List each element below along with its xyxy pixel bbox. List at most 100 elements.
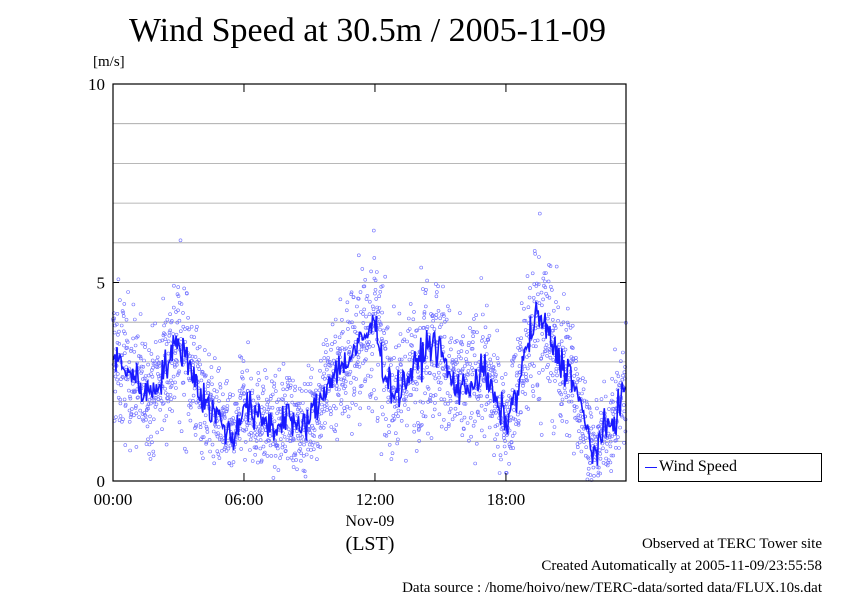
scatter-point bbox=[523, 318, 528, 323]
scatter-point bbox=[604, 456, 608, 461]
scatter-point bbox=[226, 446, 231, 451]
scatter-point bbox=[557, 342, 562, 347]
scatter-point bbox=[354, 312, 359, 317]
scatter-point bbox=[365, 346, 369, 351]
scatter-point bbox=[446, 422, 451, 426]
scatter-point bbox=[343, 391, 348, 395]
scatter-point bbox=[166, 396, 170, 400]
scatter-point bbox=[603, 394, 608, 399]
scatter-point bbox=[553, 379, 557, 383]
scatter-point bbox=[412, 310, 416, 314]
scatter-point bbox=[411, 317, 416, 322]
scatter-point bbox=[169, 384, 174, 388]
scatter-point bbox=[187, 376, 191, 381]
scatter-point bbox=[256, 396, 261, 401]
scatter-point bbox=[354, 377, 359, 381]
scatter-point bbox=[281, 397, 286, 402]
scatter-point bbox=[242, 392, 246, 396]
scatter-point bbox=[536, 292, 540, 297]
scatter-point bbox=[428, 399, 433, 404]
scatter-point bbox=[231, 421, 236, 426]
scatter-point bbox=[157, 363, 162, 368]
scatter-point bbox=[490, 375, 495, 380]
scatter-point bbox=[468, 326, 472, 330]
scatter-point bbox=[168, 393, 173, 397]
scatter-point bbox=[575, 380, 579, 385]
scatter-point bbox=[172, 305, 176, 310]
scatter-point bbox=[162, 331, 166, 336]
scatter-point bbox=[373, 278, 378, 283]
scatter-point bbox=[421, 400, 425, 405]
scatter-point bbox=[574, 405, 579, 409]
scatter-point bbox=[389, 363, 393, 367]
scatter-point bbox=[119, 377, 123, 382]
scatter-point bbox=[570, 346, 575, 350]
scatter-point bbox=[416, 420, 420, 425]
scatter-point bbox=[205, 426, 209, 431]
scatter-point bbox=[248, 437, 253, 442]
scatter-point bbox=[569, 399, 574, 404]
scatter-point bbox=[524, 375, 528, 379]
scatter-point bbox=[587, 406, 592, 411]
scatter-point bbox=[211, 429, 216, 434]
scatter-point bbox=[390, 451, 395, 456]
scatter-point bbox=[380, 310, 384, 315]
scatter-point bbox=[189, 405, 193, 410]
scatter-point bbox=[406, 329, 410, 333]
scatter-point bbox=[548, 264, 553, 268]
scatter-point bbox=[515, 383, 519, 388]
scatter-point bbox=[462, 427, 466, 431]
scatter-point bbox=[240, 386, 245, 391]
scatter-point bbox=[188, 418, 193, 423]
scatter-point bbox=[572, 451, 576, 456]
scatter-point bbox=[466, 369, 471, 373]
scatter-point bbox=[319, 411, 324, 416]
scatter-point bbox=[488, 368, 493, 372]
scatter-point bbox=[376, 310, 380, 314]
scatter-point bbox=[510, 434, 515, 438]
scatter-point bbox=[421, 287, 425, 291]
scatter-point bbox=[256, 371, 261, 375]
scatter-point bbox=[141, 377, 145, 381]
scatter-point bbox=[321, 409, 326, 414]
scatter-point bbox=[486, 400, 491, 405]
scatter-point bbox=[188, 402, 193, 407]
scatter-point bbox=[117, 329, 121, 334]
scatter-point bbox=[141, 364, 146, 369]
scatter-point bbox=[490, 414, 494, 419]
scatter-point bbox=[333, 317, 338, 322]
scatter-point bbox=[543, 285, 548, 290]
scatter-point bbox=[492, 369, 497, 373]
scatter-point bbox=[278, 437, 283, 442]
scatter-point bbox=[471, 368, 476, 373]
scatter-point bbox=[197, 358, 201, 362]
scatter-point bbox=[394, 404, 399, 408]
scatter-point bbox=[525, 355, 529, 359]
scatter-point bbox=[525, 378, 530, 383]
scatter-point bbox=[237, 388, 242, 393]
scatter-point bbox=[396, 437, 400, 442]
scatter-point bbox=[496, 363, 501, 367]
scatter-point bbox=[443, 319, 447, 324]
scatter-point bbox=[535, 383, 540, 388]
scatter-point bbox=[346, 414, 351, 419]
scatter-point bbox=[194, 423, 198, 427]
scatter-point bbox=[361, 312, 365, 316]
scatter-point bbox=[121, 310, 126, 315]
scatter-point bbox=[540, 368, 545, 372]
scatter-point bbox=[519, 378, 524, 383]
scatter-point bbox=[191, 360, 195, 365]
scatter-point bbox=[397, 311, 402, 316]
scatter-point bbox=[250, 459, 255, 463]
scatter-point bbox=[495, 328, 500, 333]
scatter-point bbox=[287, 376, 292, 380]
scatter-point bbox=[564, 419, 569, 424]
scatter-point bbox=[300, 410, 304, 415]
scatter-point bbox=[330, 342, 334, 346]
scatter-point bbox=[466, 343, 471, 348]
scatter-point bbox=[340, 411, 345, 416]
scatter-point bbox=[143, 345, 147, 349]
scatter-point bbox=[565, 320, 570, 325]
x-tick-label: 06:00 bbox=[225, 490, 264, 509]
scatter-point bbox=[410, 350, 415, 354]
